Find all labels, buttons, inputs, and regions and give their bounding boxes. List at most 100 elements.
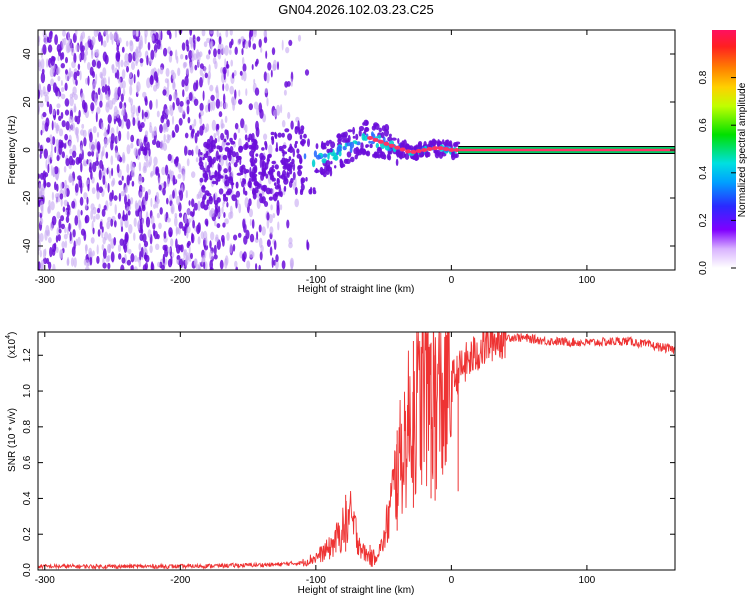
spectrogram-cell bbox=[246, 260, 251, 270]
spectrogram-cell bbox=[47, 44, 53, 53]
spectrogram-cell bbox=[73, 105, 77, 113]
spectrogram-cell bbox=[369, 143, 373, 149]
spectrogram-cell bbox=[58, 144, 63, 156]
spectrogram-cell bbox=[135, 46, 139, 56]
spectrogram-cell bbox=[275, 254, 279, 263]
spectrogram-cell bbox=[178, 258, 184, 269]
spectrogram-cell bbox=[254, 61, 258, 67]
spectrogram-cell bbox=[454, 153, 457, 159]
colorbar-tick-label: 0.8 bbox=[698, 70, 709, 84]
spectrogram-cell bbox=[157, 261, 161, 268]
spectrogram-cell bbox=[230, 59, 233, 67]
spectrogram-cell bbox=[121, 175, 124, 181]
spectrogram-cell bbox=[264, 167, 267, 171]
spectrogram-cell bbox=[233, 70, 237, 77]
spectrogram-cell bbox=[52, 109, 56, 116]
spectrogram-cell bbox=[91, 187, 96, 195]
spectrogram-cell bbox=[78, 54, 81, 60]
spectrogram-cell bbox=[197, 200, 201, 212]
spectrogram-cell bbox=[121, 80, 126, 89]
spectrogram-cell bbox=[46, 36, 50, 43]
spectrogram-cell bbox=[215, 234, 219, 241]
spectrogram-cell bbox=[106, 33, 109, 43]
spectrogram-cell bbox=[233, 132, 237, 141]
spectrogram-cell bbox=[271, 47, 276, 56]
spectrogram-cell bbox=[90, 170, 93, 180]
snr-y-tick-label: 0.2 bbox=[22, 527, 33, 541]
spectrogram-cell bbox=[61, 120, 66, 128]
colorbar-gradient bbox=[712, 30, 736, 268]
spectrogram-cell bbox=[338, 150, 342, 157]
spectrogram-cell bbox=[172, 79, 176, 89]
spectrogram-cell bbox=[262, 184, 268, 192]
spectrogram-cell bbox=[203, 153, 209, 159]
spectrogram-cell bbox=[294, 143, 297, 149]
spectrogram-cell bbox=[133, 255, 138, 263]
spectrogram-cell bbox=[221, 123, 225, 129]
spectrogram-cell bbox=[63, 199, 68, 207]
spectrogram-y-axis: -40 -20 0 20 40 bbox=[22, 48, 675, 253]
spectrogram-scatter bbox=[38, 30, 461, 270]
spectrogram-cell bbox=[204, 249, 207, 259]
spectrogram-cell bbox=[90, 102, 95, 112]
spectrogram-cell bbox=[113, 105, 118, 117]
spectrogram-cell bbox=[217, 48, 221, 55]
spectrogram-cell bbox=[130, 142, 134, 149]
spectrogram-cell bbox=[111, 97, 116, 105]
spectrogram-cell bbox=[48, 103, 53, 115]
spectrogram-cell bbox=[228, 49, 232, 55]
spectrogram-cell bbox=[39, 217, 44, 226]
spectrogram-cell bbox=[264, 142, 268, 151]
spectrogram-cell bbox=[352, 126, 355, 135]
spectrogram-cell bbox=[91, 141, 96, 152]
spectrogram-cell bbox=[300, 177, 306, 184]
spectrogram-cell bbox=[175, 156, 179, 164]
spectrogram-cell bbox=[304, 69, 310, 76]
spectrogram-cell bbox=[197, 60, 200, 67]
spectrogram-cell bbox=[218, 188, 224, 195]
spectrogram-cell bbox=[217, 169, 221, 177]
spectrogram-cell bbox=[129, 72, 132, 79]
spectrogram-cell bbox=[70, 257, 75, 267]
spectrogram-cell bbox=[242, 63, 247, 72]
spectrogram-cell bbox=[76, 134, 79, 143]
spectrogram-cell bbox=[97, 207, 101, 214]
spectrogram-cell bbox=[92, 126, 97, 134]
spectrogram-cell bbox=[144, 30, 148, 38]
spectrogram-cell bbox=[208, 102, 211, 113]
spectrogram-cell bbox=[365, 151, 369, 156]
spectrogram-cell bbox=[130, 163, 135, 173]
snr-x-axis: -300 -200 -100 0 100 bbox=[35, 332, 596, 586]
spectrogram-cell bbox=[275, 259, 279, 270]
spectrogram-cell bbox=[54, 146, 57, 154]
spectrogram-cell bbox=[267, 158, 271, 162]
spectrogram-cell bbox=[145, 216, 151, 228]
spectrogram-cell bbox=[84, 204, 88, 210]
spectrogram-cell bbox=[248, 198, 252, 207]
spectrogram-peak bbox=[394, 145, 401, 150]
spectrogram-cell bbox=[106, 167, 109, 175]
spectrogram-cell bbox=[68, 173, 74, 183]
spectrogram-cell bbox=[185, 67, 190, 75]
spectrogram-cell bbox=[199, 125, 204, 136]
spectrogram-cell bbox=[274, 132, 278, 140]
spectrogram-cell bbox=[236, 172, 242, 176]
snr-panel: -300 -200 -100 0 100 0.0 0.2 0.4 0.6 0.8 1.0 1.2 H… bbox=[5, 331, 676, 596]
spectrogram-cell bbox=[81, 31, 86, 39]
spectrogram-cell bbox=[135, 30, 140, 38]
spectrogram-cell bbox=[363, 135, 369, 141]
spectrogram-cell bbox=[252, 43, 257, 50]
spectrogram-cell bbox=[96, 255, 100, 264]
spectrogram-cell bbox=[299, 157, 303, 164]
spectrogram-cell bbox=[322, 171, 327, 178]
spectrogram-cell bbox=[209, 250, 214, 261]
spectrogram-cell bbox=[106, 220, 111, 230]
spectrogram-cell bbox=[193, 258, 198, 266]
spectrogram-cell bbox=[382, 154, 387, 160]
spectrogram-cell bbox=[139, 211, 142, 220]
spectrogram-cell bbox=[384, 144, 390, 151]
spectrogram-cell bbox=[233, 234, 238, 241]
spectrogram-cell bbox=[153, 71, 158, 81]
spectrogram-cell bbox=[234, 260, 238, 268]
snr-ylabel: SNR (10 * v/v) bbox=[7, 408, 18, 472]
